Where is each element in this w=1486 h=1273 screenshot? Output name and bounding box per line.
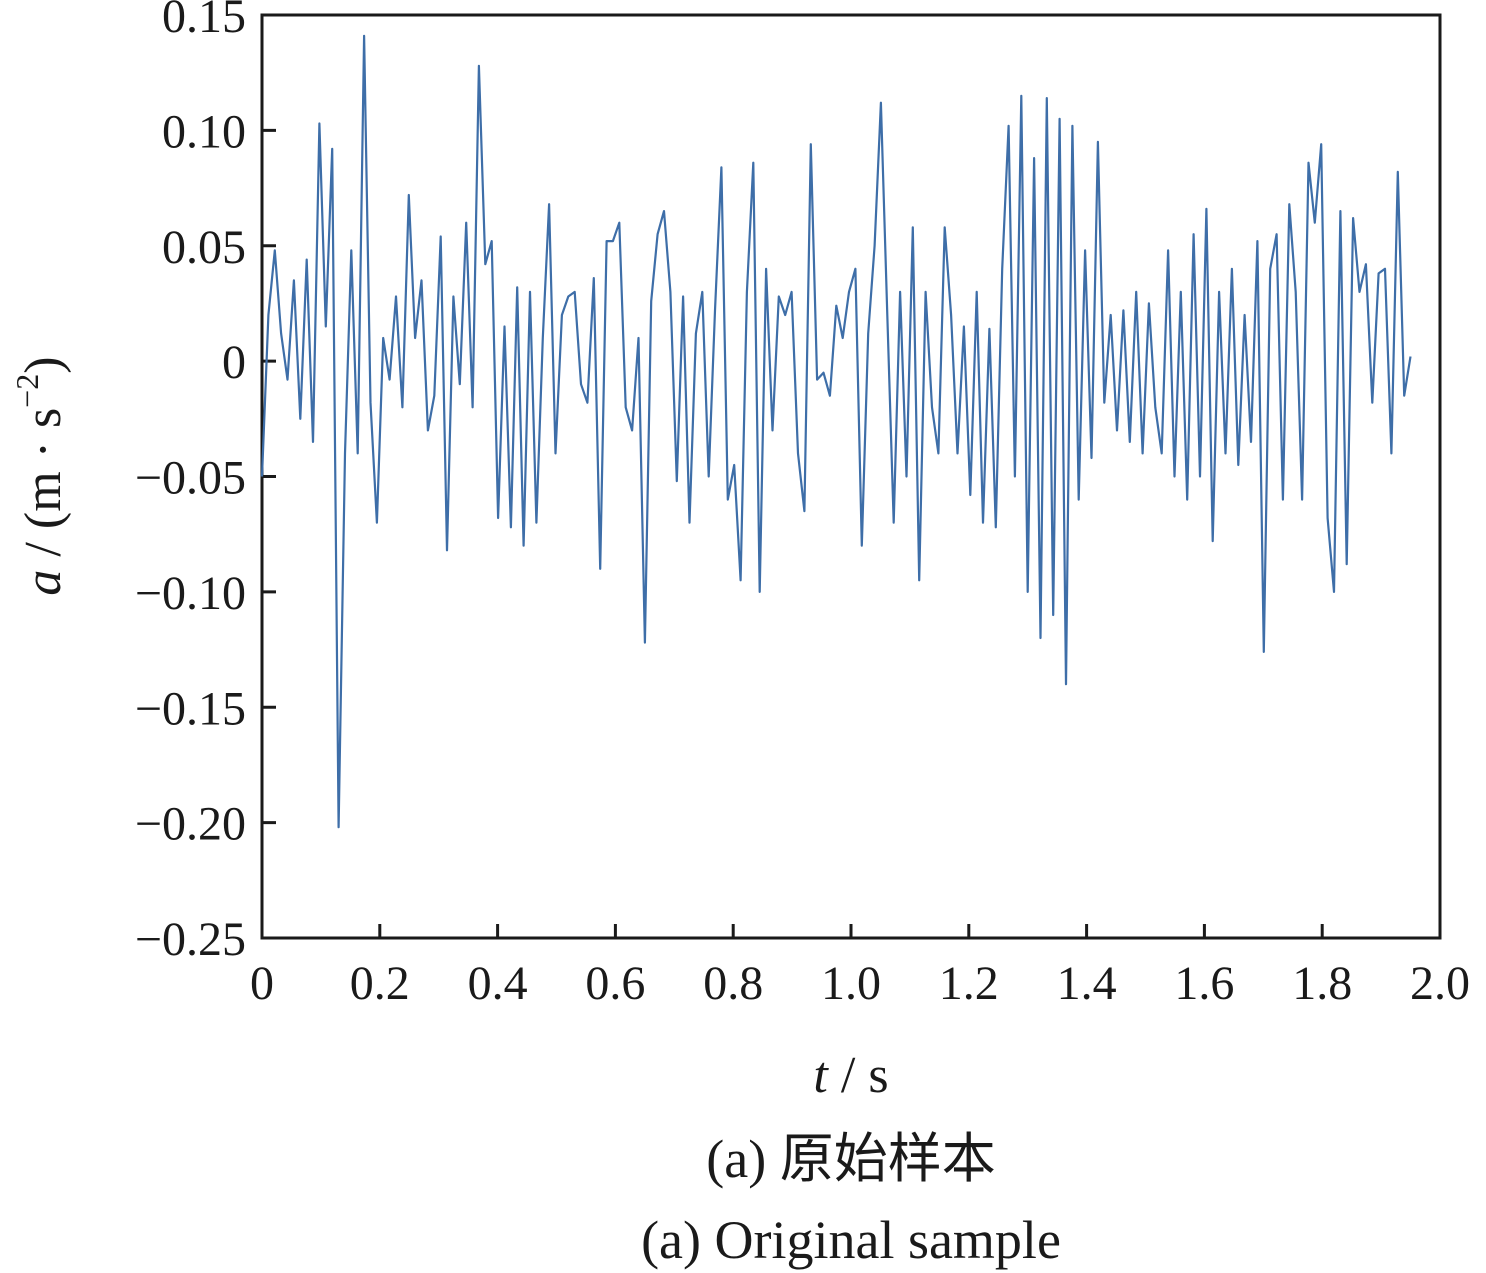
y-axis-title: a / (m · s−2) xyxy=(9,356,72,595)
x-tick-label: 0.2 xyxy=(350,957,410,1010)
x-axis-symbol: t xyxy=(813,1047,829,1104)
caption-english: (a) Original sample xyxy=(641,1210,1061,1270)
y-axis-unit-exponent: −2 xyxy=(9,374,45,408)
y-tick-label: 0.10 xyxy=(162,105,246,158)
x-tick-label: 1.4 xyxy=(1057,957,1117,1010)
y-tick-label: −0.20 xyxy=(135,798,246,851)
x-tick-label: 1.0 xyxy=(821,957,881,1010)
y-tick-label: 0 xyxy=(222,336,246,389)
series-line xyxy=(260,34,1412,829)
x-tick-label: 0.6 xyxy=(585,957,645,1010)
x-tick-label: 0.4 xyxy=(468,957,528,1010)
x-tick-label: 1.6 xyxy=(1174,957,1234,1010)
x-axis-unit: / s xyxy=(828,1047,889,1104)
y-tick-label: −0.25 xyxy=(135,913,246,966)
y-tick-label: −0.15 xyxy=(135,682,246,735)
x-tick-label: 2.0 xyxy=(1410,957,1470,1010)
y-axis-symbol: a xyxy=(15,570,72,596)
y-axis-unit-suffix: ) xyxy=(15,356,72,373)
y-tick-label: 0.15 xyxy=(162,0,246,43)
y-tick-label: −0.05 xyxy=(135,452,246,505)
y-tick-label: −0.10 xyxy=(135,567,246,620)
y-axis-unit-prefix: / (m · s xyxy=(15,408,72,570)
y-axis-ticks: 0.15 0.10 0.05 0 −0.05 −0.10 −0.15 −0.20 −0.25 xyxy=(135,0,276,966)
plot-frame xyxy=(260,13,1442,940)
x-tick-label: 1.8 xyxy=(1292,957,1352,1010)
x-tick-label: 1.2 xyxy=(939,957,999,1010)
caption-chinese: (a) 原始样本 xyxy=(706,1129,995,1189)
x-tick-label: 0 xyxy=(250,957,274,1010)
x-tick-label: 0.8 xyxy=(703,957,763,1010)
x-axis-ticks: 0 0.2 0.4 0.6 0.8 1.0 1.2 1.4 1.6 1.8 2.0 xyxy=(250,924,1470,1010)
y-tick-label: 0.05 xyxy=(162,221,246,274)
x-axis-title: t / s xyxy=(813,1047,888,1104)
